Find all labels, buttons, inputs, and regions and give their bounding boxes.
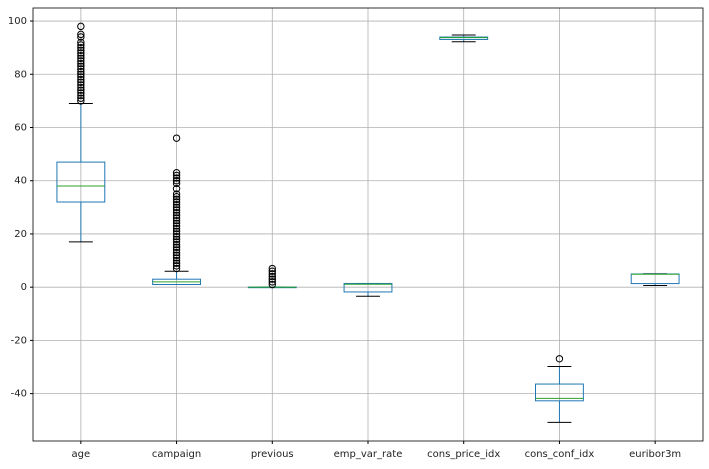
flier <box>77 30 85 39</box>
flier <box>268 270 276 278</box>
flier <box>268 278 276 286</box>
flier <box>172 246 181 254</box>
flier <box>172 219 181 228</box>
x-tick-label: emp_var_rate <box>334 449 403 460</box>
flier <box>172 256 181 265</box>
flier <box>172 195 181 204</box>
flier <box>77 78 85 86</box>
flier <box>172 177 181 185</box>
flier <box>77 43 85 52</box>
flier <box>172 243 181 251</box>
y-tick-label: 60 <box>14 122 27 133</box>
x-tick-label: cons_price_idx <box>427 449 500 460</box>
y-tick-label: 0 <box>21 282 27 293</box>
flier <box>77 91 85 100</box>
box <box>343 282 393 293</box>
y-tick-label: -20 <box>11 335 27 346</box>
flier <box>172 211 181 220</box>
flier <box>77 46 85 55</box>
flier <box>172 198 181 206</box>
flier <box>172 224 181 233</box>
flier <box>77 41 85 49</box>
flier <box>172 174 181 182</box>
y-tick-label: 80 <box>14 69 27 80</box>
flier <box>172 259 181 267</box>
box <box>439 36 489 40</box>
flier <box>77 38 85 47</box>
flier <box>77 59 85 68</box>
flier <box>77 57 85 65</box>
flier <box>77 33 85 41</box>
y-tick-label: 20 <box>14 229 27 240</box>
flier <box>555 355 564 363</box>
flier <box>172 192 181 201</box>
x-tick-label: campaign <box>152 449 201 460</box>
flier <box>172 206 181 214</box>
flier <box>172 222 181 230</box>
flier <box>172 185 181 193</box>
flier <box>172 227 181 235</box>
flier <box>77 49 85 57</box>
flier <box>172 171 181 180</box>
x-tick-label: euribor3m <box>629 449 681 460</box>
flier <box>172 232 181 241</box>
flier <box>268 272 276 281</box>
box <box>535 383 584 402</box>
y-tick-label: 40 <box>14 176 27 187</box>
flier <box>77 75 85 84</box>
x-tick-label: age <box>72 449 91 460</box>
flier <box>77 81 85 89</box>
flier <box>172 251 181 259</box>
x-tick-label: previous <box>251 449 294 460</box>
flier <box>172 264 181 273</box>
flier <box>172 216 181 225</box>
y-tick-label: -40 <box>11 389 27 400</box>
flier <box>268 267 276 275</box>
flier <box>172 169 181 177</box>
flier <box>268 275 276 283</box>
flier <box>172 179 181 188</box>
flier <box>172 208 181 217</box>
flier <box>172 262 181 270</box>
flier <box>77 89 85 97</box>
flier <box>77 94 85 102</box>
flier <box>172 203 181 212</box>
flier <box>77 73 85 81</box>
flier <box>172 235 181 243</box>
flier <box>172 240 181 249</box>
flier <box>172 238 181 246</box>
flier <box>77 70 85 78</box>
flier <box>268 264 276 273</box>
flier <box>77 22 85 31</box>
flier <box>172 190 181 198</box>
flier <box>77 65 85 73</box>
flier <box>77 54 85 62</box>
flier <box>77 67 85 76</box>
flier <box>172 134 181 142</box>
flier <box>172 248 181 257</box>
x-tick-label: cons_conf_idx <box>525 449 595 460</box>
flier <box>268 280 276 289</box>
box <box>56 161 106 203</box>
y-tick-label: 100 <box>8 16 27 27</box>
flier <box>77 51 85 60</box>
flier <box>172 200 181 209</box>
flier <box>77 86 85 94</box>
flier <box>172 214 181 222</box>
flier <box>172 230 181 238</box>
plot-frame <box>32 7 704 442</box>
flier <box>77 83 85 92</box>
flier <box>77 97 85 105</box>
flier <box>172 254 181 262</box>
flier <box>77 62 85 70</box>
